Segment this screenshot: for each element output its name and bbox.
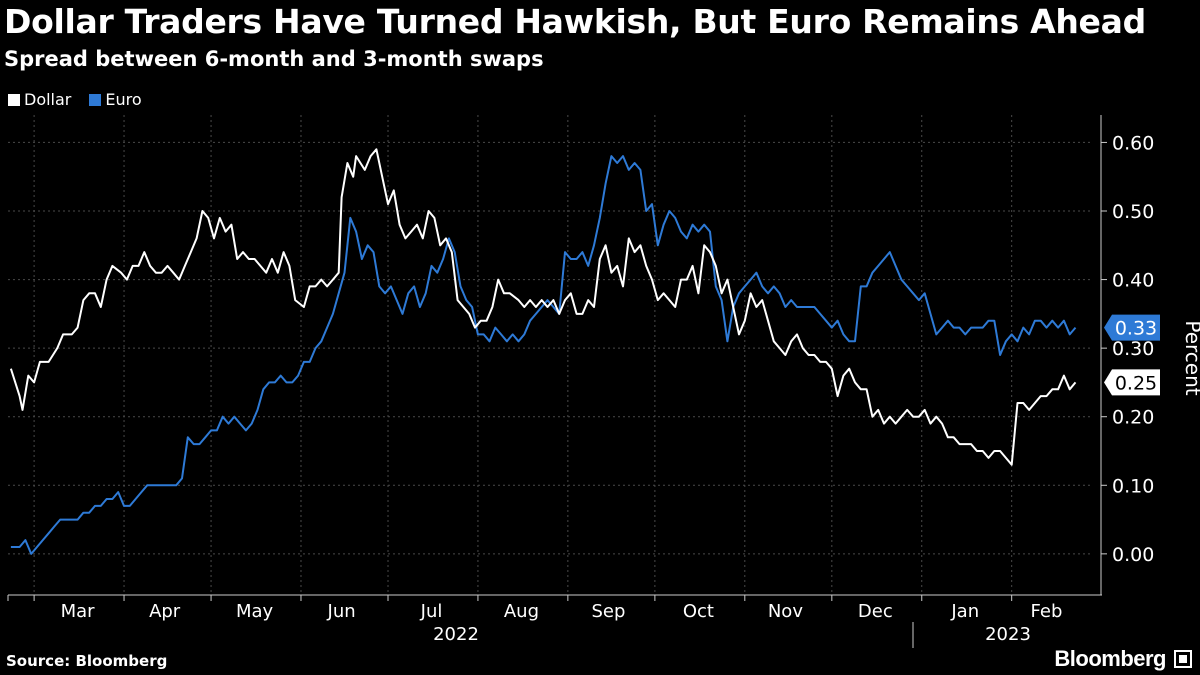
x-tick-label: Apr xyxy=(149,601,181,622)
y-axis-title: Percent xyxy=(1181,320,1200,395)
chart-legend: Dollar Euro xyxy=(8,90,142,109)
series-line-dollar xyxy=(9,148,1077,466)
bloomberg-logo: Bloomberg xyxy=(1054,646,1166,671)
y-tick-label: 0.50 xyxy=(1112,201,1154,223)
brand: Bloomberg xyxy=(1054,646,1192,672)
legend-item-dollar: Dollar xyxy=(8,90,71,109)
legend-swatch-euro xyxy=(89,93,102,106)
x-tick-label: Jun xyxy=(327,601,356,622)
x-tick-label: Aug xyxy=(504,601,539,622)
last-value-label-euro: 0.33 xyxy=(1115,318,1157,340)
x-tick-label: Jul xyxy=(420,601,443,622)
y-tick-label: 0.60 xyxy=(1112,132,1154,154)
y-tick-label: 0.20 xyxy=(1112,407,1154,429)
y-tick-label: 0.00 xyxy=(1112,544,1154,566)
legend-label-euro: Euro xyxy=(105,90,142,109)
y-tick-label: 0.10 xyxy=(1112,475,1154,497)
x-tick-label: Sep xyxy=(591,601,625,622)
x-tick-label: Feb xyxy=(1031,601,1063,622)
legend-swatch-dollar xyxy=(8,93,20,106)
year-label: 2022 xyxy=(433,624,479,645)
year-label: 2023 xyxy=(985,624,1031,645)
y-tick-label: 0.30 xyxy=(1112,338,1154,360)
bloomberg-square-icon xyxy=(1174,650,1192,668)
page-title: Dollar Traders Have Turned Hawkish, But … xyxy=(4,2,1146,41)
source-note: Source: Bloomberg xyxy=(6,652,168,670)
last-value-tag-euro xyxy=(1104,314,1160,341)
x-tick-label: Jan xyxy=(950,601,979,622)
x-tick-label: Oct xyxy=(683,601,714,622)
last-value-tag-dollar xyxy=(1104,369,1160,396)
legend-item-euro: Euro xyxy=(89,90,142,109)
x-tick-label: May xyxy=(236,601,274,622)
page-subtitle: Spread between 6-month and 3-month swaps xyxy=(4,47,544,71)
x-tick-label: Mar xyxy=(61,601,96,622)
x-tick-label: Dec xyxy=(858,601,893,622)
series-line-euro xyxy=(10,155,1077,555)
x-tick-label: Nov xyxy=(768,601,803,622)
last-value-label-dollar: 0.25 xyxy=(1115,372,1157,394)
legend-label-dollar: Dollar xyxy=(24,90,72,109)
y-tick-label: 0.40 xyxy=(1112,270,1154,292)
